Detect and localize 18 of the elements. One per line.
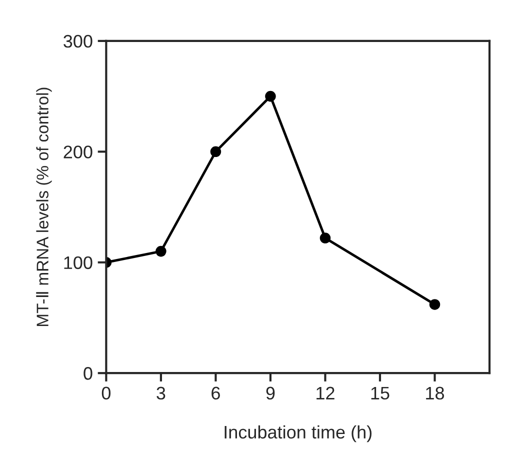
- x-tick-label: 0: [102, 386, 111, 400]
- point: [265, 90, 276, 102]
- y-tick-label: 0: [84, 367, 92, 380]
- y-axis-title: MT-Ⅱ mRNA levels (% of control): [36, 88, 52, 326]
- point: [210, 146, 222, 158]
- point: [429, 299, 440, 310]
- x-tick-label: 15: [371, 386, 390, 400]
- y-tick-label: 100: [64, 256, 92, 270]
- x-tick-label: 9: [266, 386, 275, 400]
- x-axis-title: Incubation time (h): [224, 425, 372, 442]
- x-tick-label: 12: [316, 386, 334, 400]
- x-tick-label: 3: [156, 386, 166, 400]
- y-tick-label: 300: [64, 34, 92, 48]
- x-tick-label: 18: [426, 386, 444, 400]
- point: [320, 232, 331, 244]
- point: [156, 246, 166, 257]
- y-tick-label: 200: [64, 146, 92, 158]
- x-tick-label: 6: [212, 386, 220, 400]
